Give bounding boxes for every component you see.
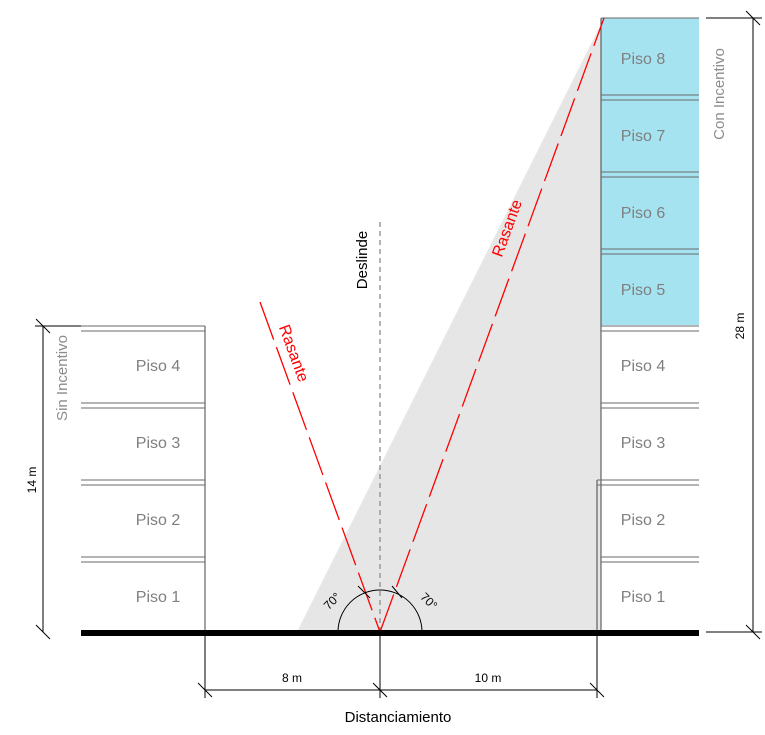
left-floor-1-label: Piso 1 bbox=[136, 589, 181, 606]
left-building-side-label: Sin Incentivo bbox=[54, 335, 71, 421]
right-height-dimension bbox=[706, 10, 762, 640]
left-height-label: 14 m bbox=[25, 467, 39, 494]
distance-right-label: 10 m bbox=[475, 671, 502, 685]
rasante-line-left bbox=[259, 301, 381, 633]
right-building: Piso 8 Piso 7 Piso 6 Piso 5 Piso 4 Piso … bbox=[596, 17, 699, 632]
right-floor-1-label: Piso 1 bbox=[621, 589, 666, 606]
distanciamiento-label: Distanciamiento bbox=[345, 709, 452, 726]
right-floor-8-label: Piso 8 bbox=[621, 51, 666, 68]
left-floor-separators bbox=[81, 325, 205, 563]
left-floor-4-label: Piso 4 bbox=[136, 358, 181, 375]
right-floor-2-label: Piso 2 bbox=[621, 512, 666, 529]
rasante-line-right bbox=[379, 17, 605, 633]
ground-line bbox=[81, 630, 699, 636]
left-building-wall bbox=[81, 326, 205, 632]
right-floor-3-label: Piso 3 bbox=[621, 435, 666, 452]
right-base-block bbox=[601, 325, 699, 632]
right-floor-5-label: Piso 5 bbox=[621, 282, 666, 299]
distance-dimensions bbox=[197, 636, 605, 698]
distance-left-label: 8 m bbox=[282, 671, 302, 685]
left-building: Piso 4 Piso 3 Piso 2 Piso 1 bbox=[81, 325, 206, 632]
left-floor-2-label: Piso 2 bbox=[136, 512, 181, 529]
right-floor-4-label: Piso 4 bbox=[621, 358, 666, 375]
right-building-side-label: Con Incentivo bbox=[711, 48, 728, 140]
permitted-envelope-shade bbox=[297, 18, 604, 632]
right-floor-6-label: Piso 6 bbox=[621, 205, 666, 222]
right-height-label: 28 m bbox=[733, 313, 747, 340]
deslinde-label: Deslinde bbox=[354, 231, 371, 289]
right-floor-7-label: Piso 7 bbox=[621, 128, 666, 145]
left-height-dimension bbox=[35, 318, 81, 640]
rasante-label-left: Rasante bbox=[275, 323, 311, 385]
left-floor-3-label: Piso 3 bbox=[136, 435, 181, 452]
right-floor-separators bbox=[597, 17, 699, 563]
angle-markers bbox=[337, 585, 423, 633]
